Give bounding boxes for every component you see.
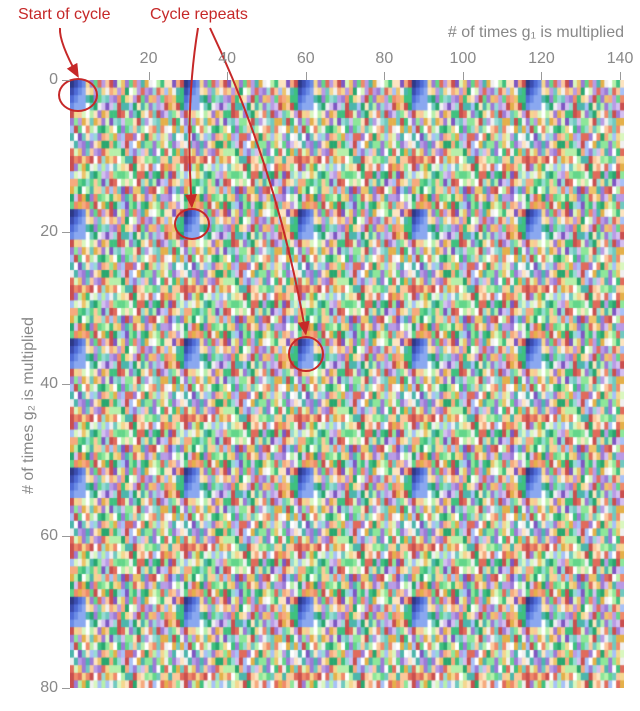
tick-label: 0 (49, 71, 58, 89)
tick-label: 100 (450, 50, 477, 68)
tick-label: 80 (40, 679, 58, 697)
tick-mark (62, 384, 70, 385)
tick-mark (463, 72, 464, 80)
tick-label: 60 (297, 50, 315, 68)
tick-label: 60 (40, 527, 58, 545)
tick-label: 140 (607, 50, 634, 68)
annotation-circle-start (58, 78, 98, 112)
tick-label: 80 (375, 50, 393, 68)
tick-label: 20 (40, 223, 58, 241)
annotation-cycle-repeats: Cycle repeats (150, 6, 248, 24)
tick-mark (62, 688, 70, 689)
tick-mark (62, 536, 70, 537)
tick-label: 120 (528, 50, 555, 68)
y-axis-label: # of times g₂ is multiplied (20, 317, 38, 494)
tick-mark (227, 72, 228, 80)
tick-mark (62, 80, 70, 81)
tick-mark (541, 72, 542, 80)
tick-mark (62, 232, 70, 233)
tick-mark (384, 72, 385, 80)
x-axis-label: # of times g₁ is multiplied (448, 24, 624, 42)
annotation-circle-repeat-2 (288, 336, 324, 372)
tick-label: 20 (140, 50, 158, 68)
tick-mark (149, 72, 150, 80)
tick-mark (306, 72, 307, 80)
group-heatmap (70, 80, 624, 688)
tick-mark (620, 72, 621, 80)
annotation-circle-repeat-1 (174, 208, 210, 240)
tick-label: 40 (218, 50, 236, 68)
tick-label: 40 (40, 375, 58, 393)
annotation-start-of-cycle: Start of cycle (18, 6, 110, 24)
